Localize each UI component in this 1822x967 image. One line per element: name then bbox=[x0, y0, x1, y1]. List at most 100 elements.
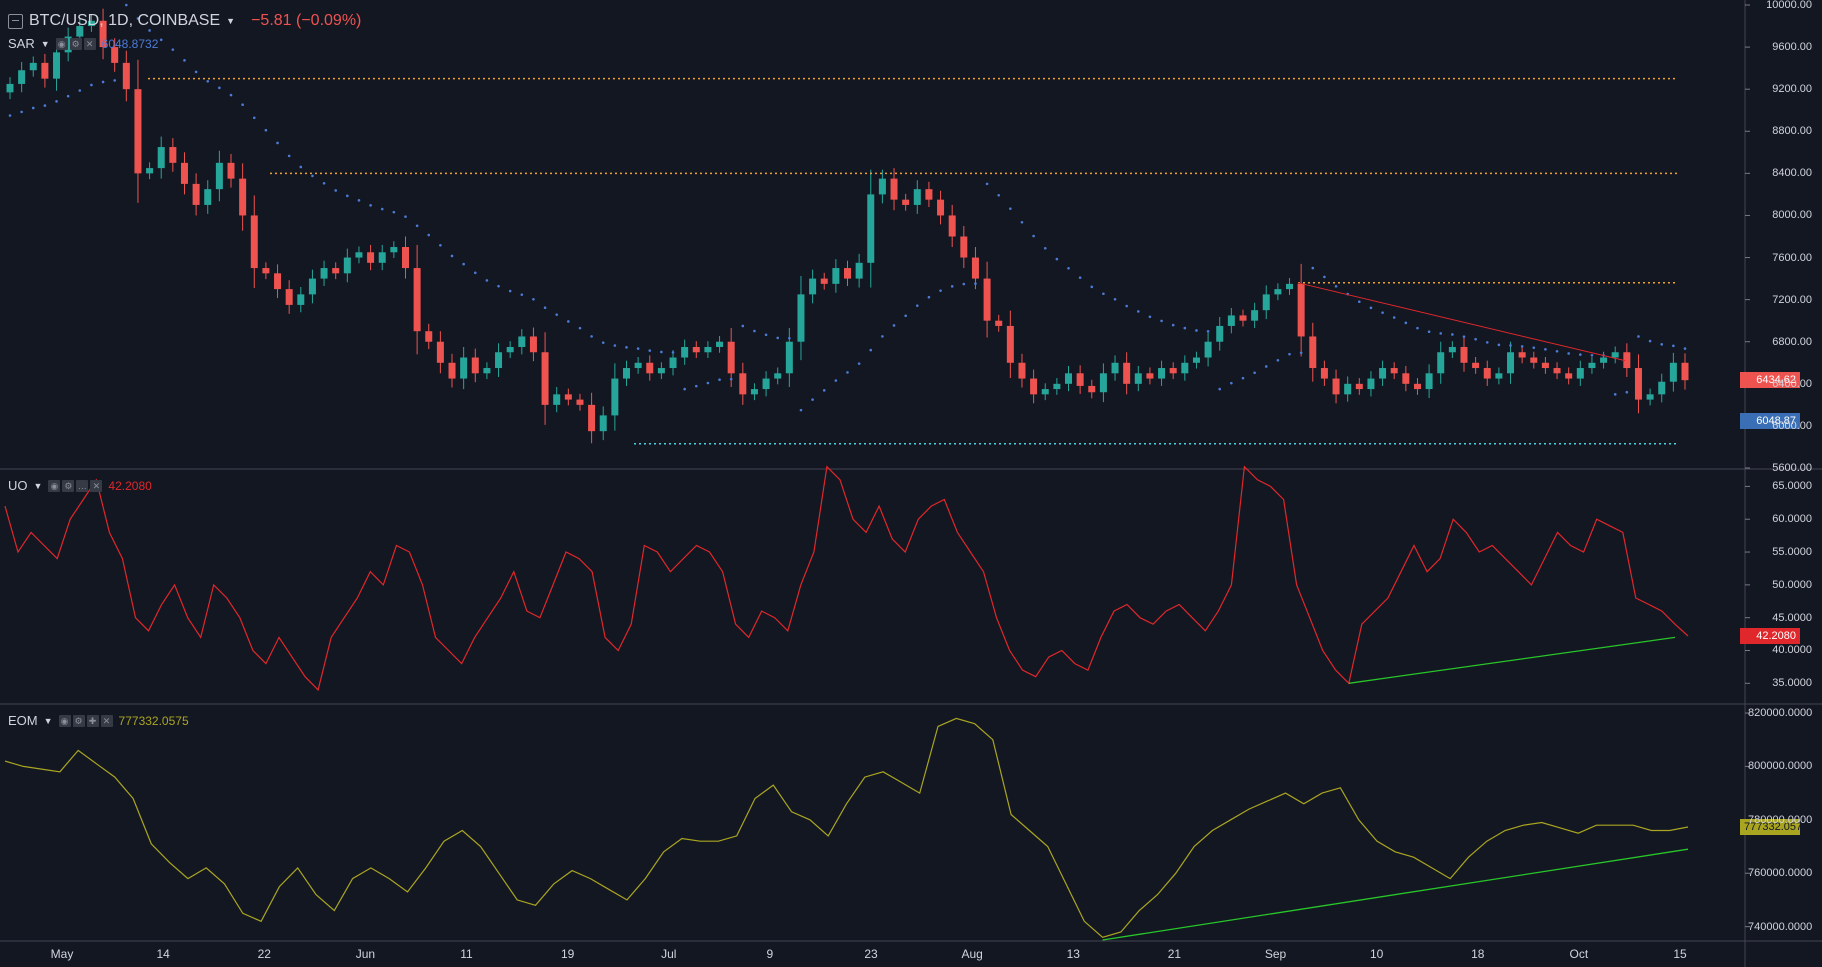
close-icon[interactable]: ✕ bbox=[83, 37, 96, 50]
y-tick-label: 6000.00 bbox=[1772, 419, 1812, 432]
candle-body bbox=[134, 89, 142, 174]
candle-body bbox=[239, 178, 247, 216]
sar-dot bbox=[218, 86, 221, 90]
sar-dot bbox=[1648, 339, 1652, 343]
x-tick-label: 18 bbox=[1471, 947, 1485, 961]
candle-body bbox=[1344, 383, 1352, 395]
candle-body bbox=[785, 341, 793, 374]
x-tick-label: 14 bbox=[156, 947, 170, 961]
sar-dot bbox=[915, 304, 919, 307]
sar-dot bbox=[497, 284, 500, 288]
sar-dot bbox=[31, 106, 35, 110]
sar-dot bbox=[1439, 332, 1443, 335]
candle-body bbox=[1123, 362, 1131, 384]
close-icon[interactable]: ✕ bbox=[90, 479, 103, 492]
visibility-icon[interactable]: ◉ bbox=[48, 479, 61, 492]
candle-body bbox=[588, 404, 596, 432]
y-tick-label: 740000.0000 bbox=[1748, 920, 1813, 933]
candle-body bbox=[1204, 341, 1212, 358]
sar-dot bbox=[694, 384, 698, 388]
sar-dot bbox=[1334, 285, 1338, 288]
sar-dot bbox=[404, 215, 407, 218]
candle-body bbox=[983, 278, 991, 321]
candle-body bbox=[1507, 352, 1515, 374]
chevron-down-icon[interactable]: ▼ bbox=[33, 480, 43, 491]
eom-value: 777332.0575 bbox=[118, 713, 189, 728]
sar-dot bbox=[194, 70, 198, 74]
sar-dot bbox=[311, 174, 314, 178]
candle-body bbox=[250, 215, 258, 269]
sar-dot bbox=[1311, 266, 1315, 270]
sar-dot bbox=[241, 103, 244, 107]
candle-body bbox=[390, 247, 398, 253]
y-tick-label: 800000.0000 bbox=[1748, 760, 1813, 773]
sar-dot bbox=[346, 194, 349, 198]
candle-body bbox=[797, 294, 805, 342]
settings-icon[interactable]: ⚙ bbox=[62, 479, 75, 492]
sar-dot bbox=[1590, 353, 1594, 357]
candle-body bbox=[1518, 352, 1526, 358]
more-icon[interactable]: … bbox=[76, 479, 89, 492]
hamburger-menu-icon[interactable] bbox=[8, 13, 23, 29]
sar-dot bbox=[660, 350, 663, 354]
close-icon[interactable]: ✕ bbox=[100, 714, 113, 727]
uo-trendline bbox=[1348, 636, 1676, 684]
candle-body bbox=[1611, 352, 1619, 358]
symbol-title[interactable]: BTC/USD, 1D, COINBASE bbox=[29, 12, 221, 29]
sar-value: 6048.8732 bbox=[101, 36, 159, 51]
chevron-down-icon[interactable]: ▼ bbox=[226, 16, 236, 26]
y-tick-label: 65.0000 bbox=[1772, 480, 1812, 493]
candle-body bbox=[681, 346, 689, 358]
candle-body bbox=[495, 352, 503, 369]
candle-body bbox=[867, 194, 875, 263]
chart-header: BTC/USD, 1D, COINBASE ▼ −5.81 (−0.09%) bbox=[8, 12, 361, 30]
uo-label[interactable]: UO bbox=[8, 478, 28, 493]
candle-body bbox=[1495, 373, 1503, 379]
visibility-icon[interactable]: ◉ bbox=[58, 714, 71, 727]
sar-dot bbox=[904, 314, 907, 318]
candle-body bbox=[541, 352, 549, 405]
sar-dot bbox=[1218, 387, 1222, 391]
sar-dot bbox=[1090, 285, 1094, 289]
sar-dot bbox=[555, 313, 559, 316]
candle-body bbox=[448, 362, 456, 379]
sar-label[interactable]: SAR bbox=[8, 36, 35, 51]
candle-body bbox=[18, 70, 26, 84]
candle-body bbox=[227, 162, 235, 179]
candle-body bbox=[1658, 381, 1666, 395]
x-tick-label: Jun bbox=[355, 947, 376, 961]
y-tick-label: 8800.00 bbox=[1772, 125, 1812, 138]
sar-dot bbox=[1020, 220, 1024, 224]
candle-body bbox=[739, 373, 747, 395]
move-icon[interactable]: ✚ bbox=[86, 714, 99, 727]
sar-dot bbox=[857, 362, 861, 365]
sar-dot bbox=[1462, 335, 1466, 339]
sar-dot bbox=[508, 289, 512, 293]
visibility-icon[interactable]: ◉ bbox=[55, 37, 68, 50]
eom-label[interactable]: EOM bbox=[8, 713, 38, 728]
sar-dot bbox=[834, 379, 838, 382]
chevron-down-icon[interactable]: ▼ bbox=[43, 715, 53, 726]
sar-dot bbox=[1102, 292, 1105, 296]
candle-body bbox=[436, 341, 444, 363]
candle-body bbox=[716, 341, 724, 347]
sar-dot bbox=[1579, 353, 1582, 356]
chevron-down-icon[interactable]: ▼ bbox=[40, 38, 50, 49]
candle-body bbox=[902, 199, 910, 205]
candle-body bbox=[274, 273, 282, 290]
sar-dot bbox=[171, 48, 175, 51]
sar-dot bbox=[206, 80, 210, 83]
candle-body bbox=[1262, 294, 1270, 311]
sar-dot bbox=[148, 29, 151, 32]
candle-body bbox=[378, 252, 386, 263]
settings-icon[interactable]: ⚙ bbox=[69, 37, 82, 50]
candle-body bbox=[1541, 362, 1549, 369]
uo-badge: 42.2080 bbox=[1740, 628, 1800, 644]
candle-body bbox=[1076, 373, 1084, 386]
sar-dot bbox=[741, 324, 745, 328]
settings-icon[interactable]: ⚙ bbox=[72, 714, 85, 727]
y-tick-label: 10000.00 bbox=[1766, 0, 1812, 11]
sar-dot bbox=[1288, 352, 1291, 356]
y-tick-label: 7200.00 bbox=[1772, 293, 1812, 306]
